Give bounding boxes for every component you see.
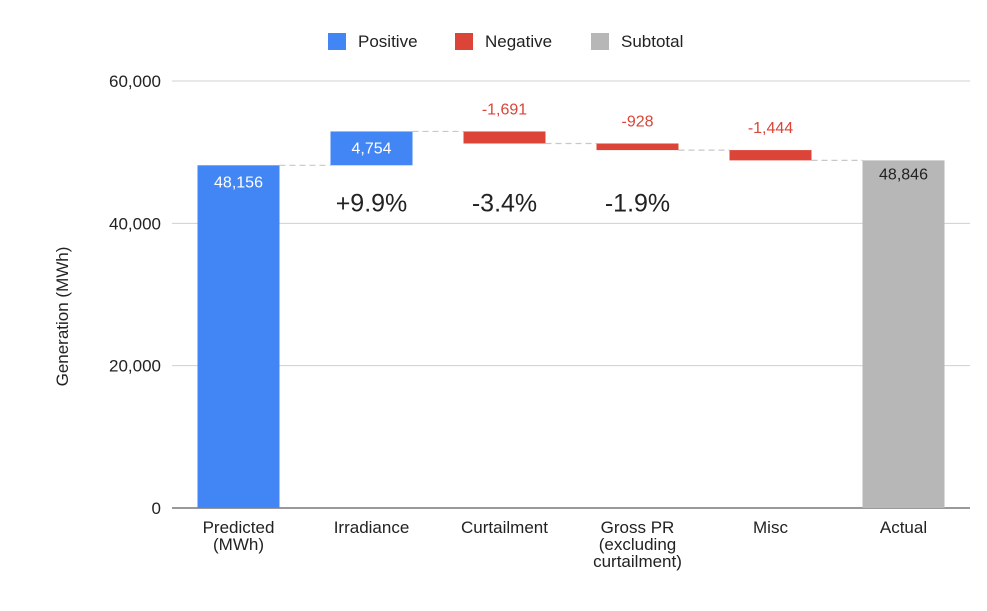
y-tick-label: 0: [152, 499, 161, 518]
y-tick-label: 20,000: [109, 357, 161, 376]
y-tick-label: 40,000: [109, 214, 161, 233]
percent-annotation: +9.9%: [336, 189, 408, 217]
data-label: -1,444: [748, 120, 793, 137]
bar-negative: [463, 131, 546, 144]
x-tick-label: (excluding: [599, 535, 677, 554]
x-tick-label: Actual: [880, 518, 927, 537]
data-label: 4,754: [351, 140, 391, 157]
legend-swatch-subtotal: [591, 33, 609, 50]
percent-annotation: -1.9%: [605, 189, 670, 217]
x-tick-label: Misc: [753, 518, 788, 537]
legend-label-subtotal: Subtotal: [621, 32, 683, 51]
y-tick-label: 60,000: [109, 72, 161, 91]
x-tick-label: Curtailment: [461, 518, 548, 537]
legend-label-positive: Positive: [358, 32, 418, 51]
bar-subtotal: [862, 160, 945, 508]
data-label: -928: [621, 113, 653, 130]
x-tick-label: Irradiance: [334, 518, 410, 537]
legend-swatch-positive: [328, 33, 346, 50]
data-label: 48,846: [879, 166, 928, 183]
y-axis-title: Generation (MWh): [53, 247, 72, 387]
legend-label-negative: Negative: [485, 32, 552, 51]
bar-negative: [729, 150, 812, 161]
legend-swatch-negative: [455, 33, 473, 50]
data-label: -1,691: [482, 101, 527, 118]
percent-annotation: -3.4%: [472, 189, 537, 217]
data-label: 48,156: [214, 174, 263, 191]
bar-positive: [197, 165, 280, 508]
x-tick-label: Gross PR: [601, 518, 675, 537]
x-tick-label: Predicted: [203, 518, 275, 537]
bar-positive: [330, 131, 413, 166]
bar-negative: [596, 143, 679, 151]
x-tick-label: (MWh): [213, 535, 264, 554]
x-tick-label: curtailment): [593, 552, 682, 571]
